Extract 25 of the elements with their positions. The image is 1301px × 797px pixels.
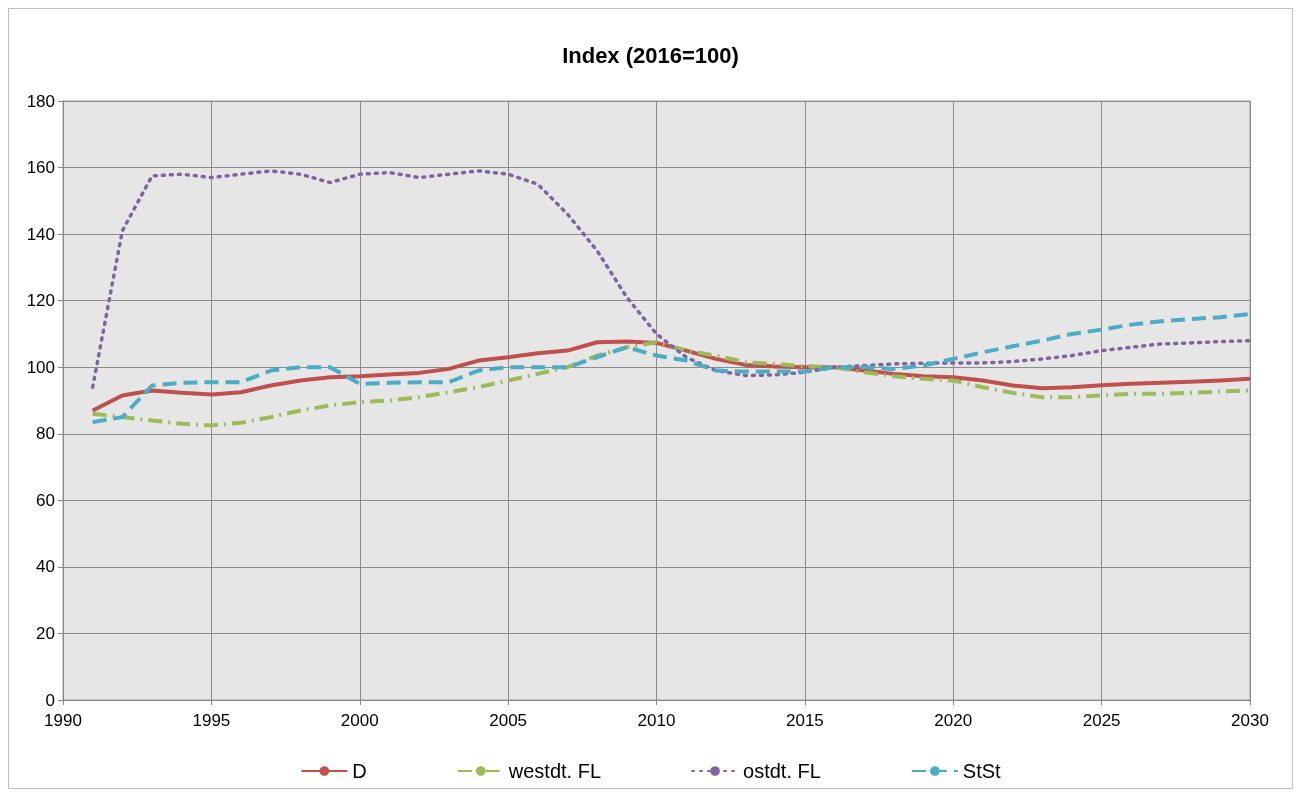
y-tick-label: 20	[36, 623, 55, 643]
line-series	[90, 169, 1252, 389]
y-tick-label: 140	[26, 224, 55, 244]
y-tick-label: 0	[45, 690, 55, 710]
legend-label: D	[352, 760, 367, 782]
y-tick-label: 40	[36, 557, 55, 577]
x-tick-label: 1995	[192, 711, 231, 730]
y-tick-label: 80	[36, 424, 55, 444]
y-tick-label: 120	[26, 291, 55, 311]
y-tick-label: 160	[26, 158, 55, 178]
chart-title: Index (2016=100)	[562, 42, 739, 68]
y-tick-label: 60	[36, 490, 55, 510]
legend-label: StSt	[962, 760, 1002, 782]
x-tick-label: 2010	[637, 711, 676, 730]
x-tick-label: 2000	[340, 711, 379, 730]
x-tick-label: 2015	[785, 711, 824, 730]
y-tick-label: 100	[26, 357, 55, 377]
x-tick-label: 2005	[489, 711, 528, 730]
x-tick-label: 2025	[1082, 711, 1121, 730]
x-tick-label: 2020	[934, 711, 973, 730]
legend-label: westdt. FL	[507, 760, 602, 782]
x-tick-label: 2030	[1231, 711, 1269, 730]
y-tick-label: 180	[26, 91, 55, 111]
legend-label: ostdt. FL	[743, 760, 821, 782]
x-tick-label: 1990	[44, 711, 82, 730]
